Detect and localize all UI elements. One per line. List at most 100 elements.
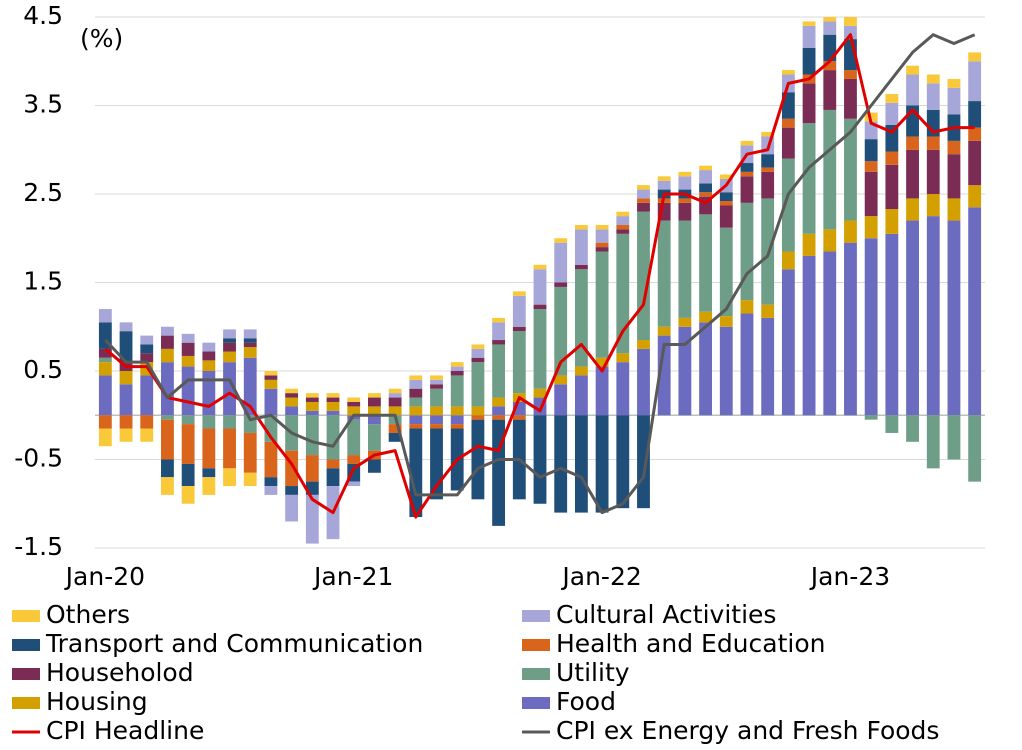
bar-segment — [906, 220, 919, 416]
y-tick-label: 2.5 — [23, 178, 63, 207]
bar-segment — [740, 171, 754, 177]
bar-segment — [802, 233, 816, 256]
bar-segment — [368, 393, 381, 398]
bar-segment — [947, 154, 961, 199]
bar-segment — [471, 357, 485, 363]
bar-segment — [637, 415, 650, 509]
bar-segment — [223, 415, 236, 429]
bar-segment — [285, 388, 299, 394]
bar-segment — [699, 165, 712, 171]
bar-segment — [554, 375, 568, 385]
bar-segment — [906, 149, 919, 199]
bar-segment — [347, 397, 361, 402]
bar-segment — [823, 21, 837, 35]
bar-segment — [740, 163, 754, 172]
bar-segment — [471, 344, 485, 349]
bar-segment — [223, 468, 236, 487]
bar-segment — [285, 406, 299, 416]
bar-segment — [450, 362, 464, 367]
bar-segment — [243, 472, 257, 487]
bar-segment — [781, 251, 795, 270]
bar-segment — [844, 25, 857, 40]
bar-segment — [616, 415, 630, 509]
legend-swatch — [522, 697, 550, 709]
bar-segment — [844, 17, 857, 26]
bar-segment — [719, 201, 733, 206]
bar-segment — [223, 329, 236, 339]
bar-segment — [761, 167, 775, 172]
bar-segment — [368, 424, 381, 451]
bar-segment — [264, 375, 278, 380]
bar-segment — [864, 415, 878, 420]
bar-segment — [968, 127, 982, 141]
y-tick-label: -1.5 — [14, 532, 63, 561]
bar-segment — [347, 419, 361, 456]
bar-segment — [781, 70, 795, 75]
bar-segment — [699, 192, 712, 197]
bar-segment — [140, 428, 154, 442]
x-tick-label: Jan-22 — [560, 562, 641, 591]
bar-segment — [761, 171, 775, 199]
bar-segment — [98, 362, 112, 376]
bar-segment — [802, 47, 816, 75]
bar-segment — [243, 357, 257, 416]
bar-segment — [223, 338, 236, 343]
bar-segment — [616, 233, 630, 354]
bar-segment — [719, 227, 733, 317]
legend-swatch — [522, 639, 550, 651]
bar-segment — [450, 366, 464, 371]
bar-segment — [657, 180, 671, 190]
bar-segment — [926, 74, 940, 84]
bar-segment — [968, 140, 982, 186]
bar-segment — [492, 406, 506, 416]
bar-segment — [699, 214, 712, 312]
bar-segment — [305, 393, 319, 398]
bar-segment — [678, 171, 692, 177]
legend-swatch — [12, 668, 40, 680]
bar-segment — [161, 459, 174, 478]
bar-segment — [140, 344, 154, 354]
legend-label: Utility — [556, 658, 630, 687]
legend-label: Others — [46, 600, 130, 629]
bar-segment — [802, 255, 816, 416]
bar-segment — [947, 87, 961, 115]
bar-segment — [595, 357, 609, 367]
bar-segment — [243, 329, 257, 339]
bar-segment — [202, 371, 216, 416]
bar-segment — [305, 415, 319, 456]
bar-segment — [223, 351, 236, 363]
bar-segment — [926, 149, 940, 194]
bar-segment — [823, 251, 837, 416]
bar-segment — [326, 397, 340, 402]
bar-segment — [823, 109, 837, 230]
bar-segment — [430, 379, 443, 385]
legend-label: CPI Headline — [46, 716, 204, 745]
bar-segment — [885, 233, 899, 416]
bar-segment — [947, 140, 961, 155]
bar-segment — [409, 406, 423, 416]
bar-segment — [740, 140, 754, 146]
bar-segment — [388, 397, 402, 407]
bar-segment — [264, 371, 278, 376]
bar-segment — [119, 331, 133, 363]
bar-segment — [326, 459, 340, 469]
legend-label: Health and Education — [556, 629, 825, 658]
bar-segment — [740, 202, 754, 301]
bar-segment — [181, 424, 195, 464]
bar-segment — [616, 362, 630, 416]
bar-segment — [140, 375, 154, 416]
bar-segment — [906, 198, 919, 221]
bar-segment — [823, 34, 837, 62]
bar-segment — [388, 424, 402, 433]
bar-segment — [678, 198, 692, 203]
bar-segment — [616, 229, 630, 234]
bar-segment — [968, 52, 982, 62]
legend-swatch — [12, 697, 40, 709]
bar-segment — [388, 432, 402, 442]
bar-segment — [430, 375, 443, 380]
bar-segment — [864, 161, 878, 172]
bar-segment — [285, 393, 299, 398]
bar-segment — [161, 348, 174, 363]
bar-segment — [761, 304, 775, 318]
bar-segment — [305, 401, 319, 411]
